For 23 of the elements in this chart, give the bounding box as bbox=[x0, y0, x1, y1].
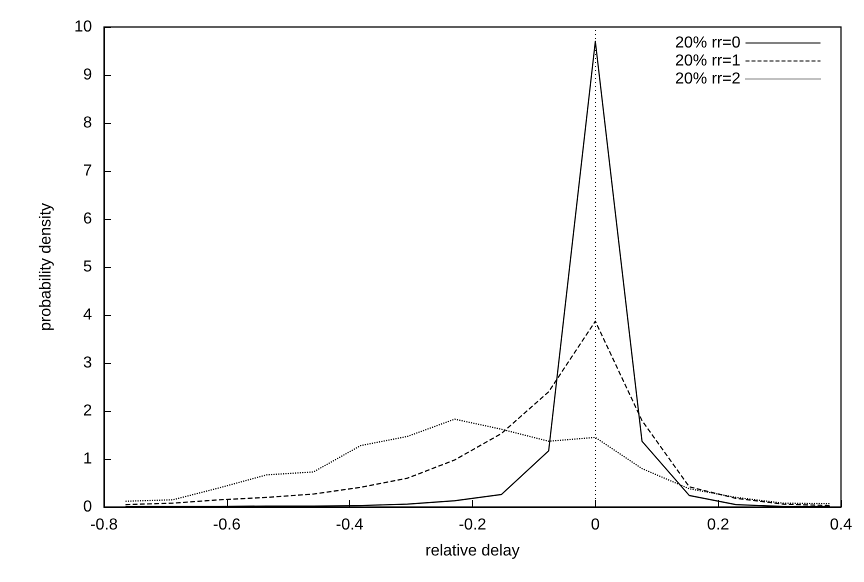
y-tick-label: 10 bbox=[74, 18, 92, 36]
legend-label: 20% rr=2 bbox=[675, 70, 741, 88]
y-axis-title: probability density bbox=[38, 202, 54, 332]
y-tick-label: 4 bbox=[83, 306, 92, 324]
y-tick-label: 3 bbox=[83, 354, 92, 372]
y-tick-label: 6 bbox=[83, 210, 92, 228]
y-tick-label: 2 bbox=[83, 402, 92, 420]
x-tick-label: 0 bbox=[590, 516, 600, 534]
x-tick-label: -0.6 bbox=[213, 516, 241, 534]
x-axis-title: relative delay bbox=[425, 542, 520, 560]
y-tick-label: 8 bbox=[83, 114, 92, 132]
y-tick-label: 9 bbox=[83, 66, 92, 84]
y-tick-label: 7 bbox=[83, 162, 92, 180]
x-tick-label: 0.4 bbox=[830, 516, 852, 534]
y-tick-label: 5 bbox=[83, 258, 92, 276]
x-tick-label: -0.8 bbox=[90, 516, 118, 534]
y-tick-label: 1 bbox=[83, 450, 92, 468]
x-tick-label: -0.2 bbox=[458, 516, 486, 534]
x-tick-label: 0.2 bbox=[707, 516, 730, 534]
legend-label: 20% rr=1 bbox=[675, 52, 741, 70]
legend-label: 20% rr=0 bbox=[675, 34, 741, 52]
x-tick-label: -0.4 bbox=[336, 516, 364, 534]
y-tick-label: 0 bbox=[83, 498, 92, 516]
